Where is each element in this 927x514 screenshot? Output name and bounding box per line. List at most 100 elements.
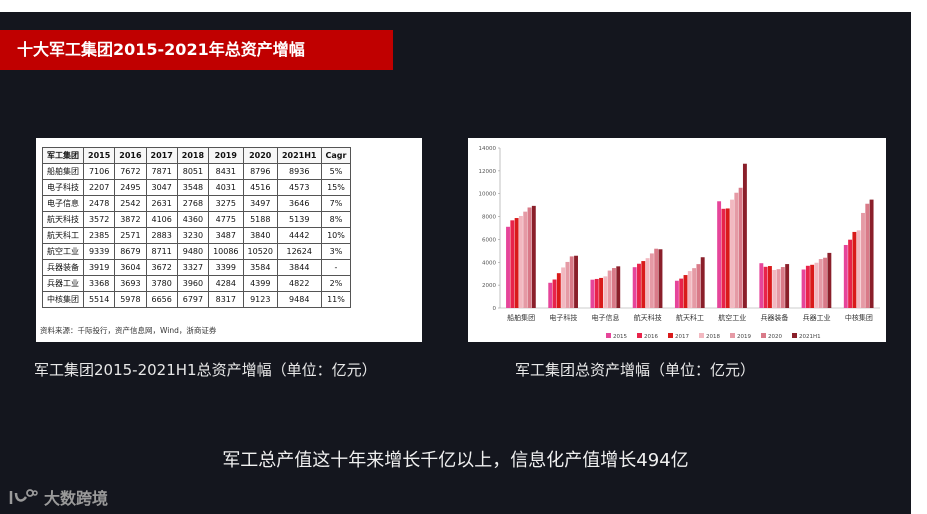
chart-panel: 0 2000 4000 6000 8000 10000 12000 14000 船舶集团 电子科技… [468, 138, 886, 342]
table-cell: 3368 [82, 275, 116, 292]
legend-swatch [637, 333, 642, 338]
chart-bar [717, 201, 722, 308]
table-cell: 4775 [208, 211, 244, 228]
table-header-row: 军工集团 2015 2016 2017 2018 2019 2020 2021H1 Cagr [42, 147, 352, 164]
legend-label: 2017 [675, 334, 689, 340]
table-cell: 中核集团 [42, 291, 84, 308]
table-cell: 8679 [114, 243, 147, 260]
chart-bar [599, 277, 604, 308]
chart-bar [607, 270, 612, 308]
chart-bar [612, 268, 616, 308]
chart-bar [590, 279, 595, 308]
table-cell: 9480 [176, 243, 210, 260]
table-cell: 8936 [276, 163, 322, 180]
chart-bar [848, 239, 853, 308]
table-row: 电子信息 2478 2542 2631 2768 3275 3497 3646 7% [42, 195, 352, 212]
table-cell: 航天科工 [42, 227, 84, 244]
table-cell: 5978 [114, 291, 147, 308]
chart-bar [561, 267, 566, 308]
caption-left: 军工集团2015-2021H1总资产增幅（单位：亿元） [34, 361, 377, 379]
x-tick-label: 电子信息 [592, 313, 620, 322]
chart-bar [548, 282, 553, 308]
chart-bar [641, 261, 646, 308]
table-cell: 3584 [242, 259, 278, 276]
chart-bar [759, 263, 764, 308]
table-row: 中核集团 5514 5978 6656 6797 8317 9123 9484 11% [42, 291, 352, 308]
table-cell: 3672 [145, 259, 178, 276]
chart-bar [674, 280, 679, 308]
caption-right: 军工集团总资产增幅（单位：亿元） [515, 361, 756, 379]
chart-bar [785, 264, 790, 308]
table-cell: 7106 [82, 163, 116, 180]
chart-bar [861, 212, 865, 308]
legend-label: 2016 [644, 334, 658, 340]
table-cell: 兵器装备 [42, 259, 84, 276]
y-tick-label: 10000 [479, 192, 497, 198]
table-cell: 电子信息 [42, 195, 84, 212]
chart-bar [637, 263, 641, 308]
chart-bar [780, 267, 785, 308]
table-cell: 航空工业 [42, 243, 84, 260]
asset-table: 军工集团 2015 2016 2017 2018 2019 2020 2021H1 Cagr 船… [42, 147, 352, 308]
table-cell: 兵器工业 [42, 275, 84, 292]
table-body: 船舶集团 7106 7672 7871 8051 8431 8796 8936 5% 电子科技 22… [42, 163, 352, 308]
chart-bar [721, 208, 726, 308]
chart-bar [594, 278, 599, 308]
legend-swatch [730, 333, 735, 338]
brand-logo: 大数跨境 [8, 485, 108, 509]
table-cell: 3693 [114, 275, 147, 292]
table-cell: 3604 [114, 259, 147, 276]
legend-swatch [699, 333, 704, 338]
chart-bar [506, 226, 510, 308]
table-cell: 15% [320, 179, 352, 196]
chart-bar [565, 261, 570, 308]
table-header-cell: 军工集团 [42, 147, 84, 164]
table-cell: 2542 [114, 195, 147, 212]
brand-name: 大数跨境 [44, 489, 109, 508]
chart-bar [776, 269, 781, 308]
chart-bar [645, 258, 650, 308]
table-cell: 9484 [276, 291, 322, 308]
chart-bar [865, 203, 870, 308]
chart-bar [527, 207, 532, 308]
table-cell: - [320, 259, 352, 276]
table-cell: 4106 [145, 211, 178, 228]
table-cell: 9123 [242, 291, 278, 308]
table-row: 航天科技 3572 3872 4106 4360 4775 5188 5139 8% [42, 211, 352, 228]
table-cell: 4360 [176, 211, 210, 228]
table-cell: 4573 [276, 179, 322, 196]
legend-swatch [668, 333, 673, 338]
legend-label: 2019 [737, 334, 751, 340]
table-cell: 4822 [276, 275, 322, 292]
table-cell: 8% [320, 211, 352, 228]
chart-bar [805, 265, 810, 308]
conclusion-text: 军工总产值这十年来增长千亿以上，信息化产值增长494亿 [222, 450, 689, 471]
chart-bar [772, 269, 777, 308]
table-row: 电子科技 2207 2495 3047 3548 4031 4516 4573 15% [42, 179, 352, 196]
chart-bar [738, 187, 743, 308]
table-cell: 7871 [145, 163, 178, 180]
table-cell: 5139 [276, 211, 322, 228]
table-cell: 10% [320, 227, 352, 244]
table-cell: 3497 [242, 195, 278, 212]
chart-bar [514, 218, 519, 308]
chart-bar [556, 273, 561, 308]
table-cell: 5514 [82, 291, 116, 308]
chart-bar [696, 264, 701, 308]
table-cell: 5% [320, 163, 352, 180]
chart-bar [518, 215, 523, 308]
table-cell: 4516 [242, 179, 278, 196]
chart-bar [810, 264, 815, 308]
table-header-cell: 2017 [145, 147, 178, 164]
y-tick-label: 0 [493, 306, 497, 312]
table-cell: 7672 [114, 163, 147, 180]
y-tick-label: 14000 [479, 146, 497, 152]
y-tick-label: 6000 [482, 237, 496, 243]
table-cell: 3844 [276, 259, 322, 276]
chart-bar [734, 192, 739, 308]
legend-swatch [606, 333, 611, 338]
chart-bar [654, 248, 659, 308]
table-row: 航空工业 9339 8679 8711 9480 10086 10520 12624 3% [42, 243, 352, 260]
table-cell: 10086 [208, 243, 244, 260]
table-cell: 4442 [276, 227, 322, 244]
